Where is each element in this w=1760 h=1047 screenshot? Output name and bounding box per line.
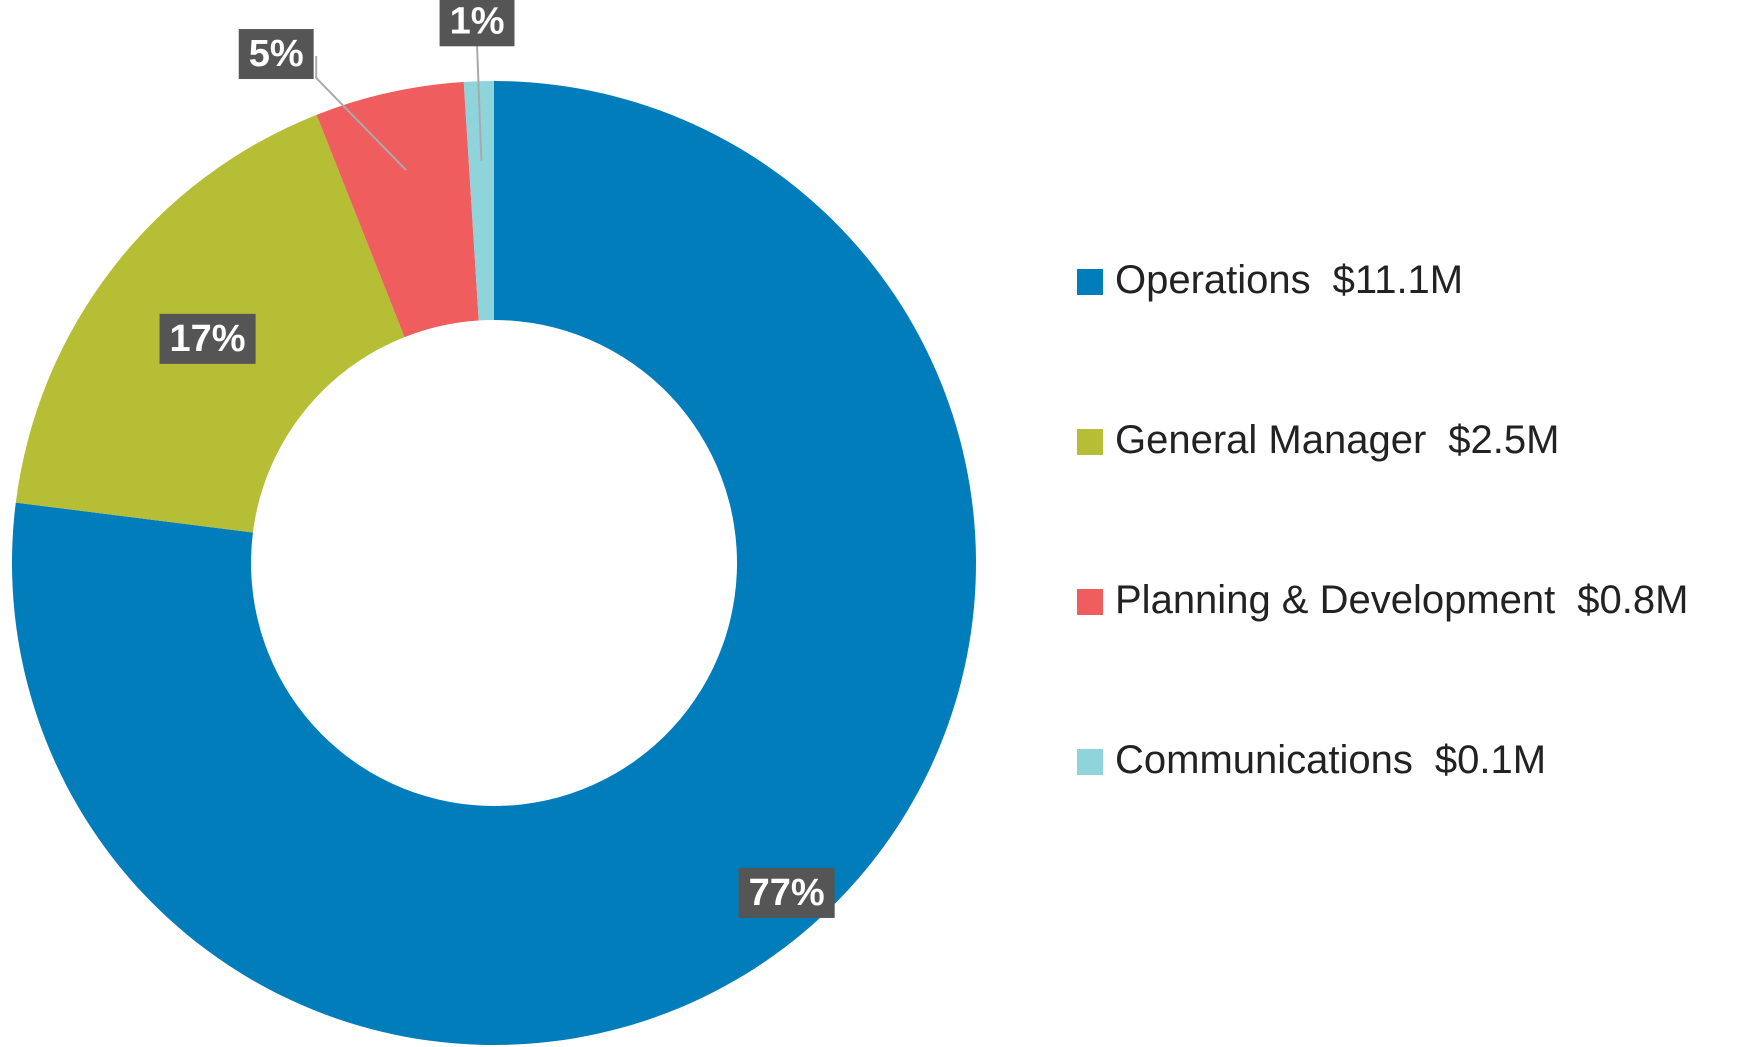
legend-amount: $11.1M — [1333, 258, 1463, 302]
label-box — [439, 0, 515, 47]
legend-amount: $0.1M — [1435, 738, 1546, 782]
label-box — [238, 29, 314, 80]
legend-label: General Manager $2.5M — [1115, 418, 1559, 462]
label-text: 17% — [170, 318, 246, 360]
label-text: 1% — [450, 0, 505, 42]
leader-line — [315, 56, 407, 171]
label-text: 5% — [249, 33, 304, 75]
legend-amount: $2.5M — [1448, 418, 1559, 462]
legend-swatch — [1077, 749, 1103, 775]
legend-name: Operations — [1115, 258, 1311, 302]
legend-label: Operations $11.1M — [1115, 258, 1463, 302]
label-text: 77% — [749, 872, 825, 914]
legend-swatch — [1077, 429, 1103, 455]
label-box — [159, 313, 256, 364]
data-label: 1% — [439, 0, 515, 47]
legend-swatch — [1077, 589, 1103, 615]
slice — [463, 81, 494, 321]
legend-label: Planning & Development $0.8M — [1115, 578, 1688, 622]
slice — [12, 81, 977, 1045]
data-label: 77% — [738, 867, 835, 918]
data-label: 5% — [238, 29, 314, 80]
data-label: 17% — [159, 313, 256, 364]
legend-name: Communications — [1115, 738, 1413, 782]
legend-name: Planning & Development — [1115, 578, 1555, 622]
legend-label: Communications $0.1M — [1115, 738, 1546, 782]
legend-swatch — [1077, 269, 1103, 295]
legend-name: General Manager — [1115, 418, 1426, 462]
slice — [316, 81, 479, 338]
label-box — [738, 867, 835, 918]
legend-amount: $0.8M — [1577, 578, 1688, 622]
